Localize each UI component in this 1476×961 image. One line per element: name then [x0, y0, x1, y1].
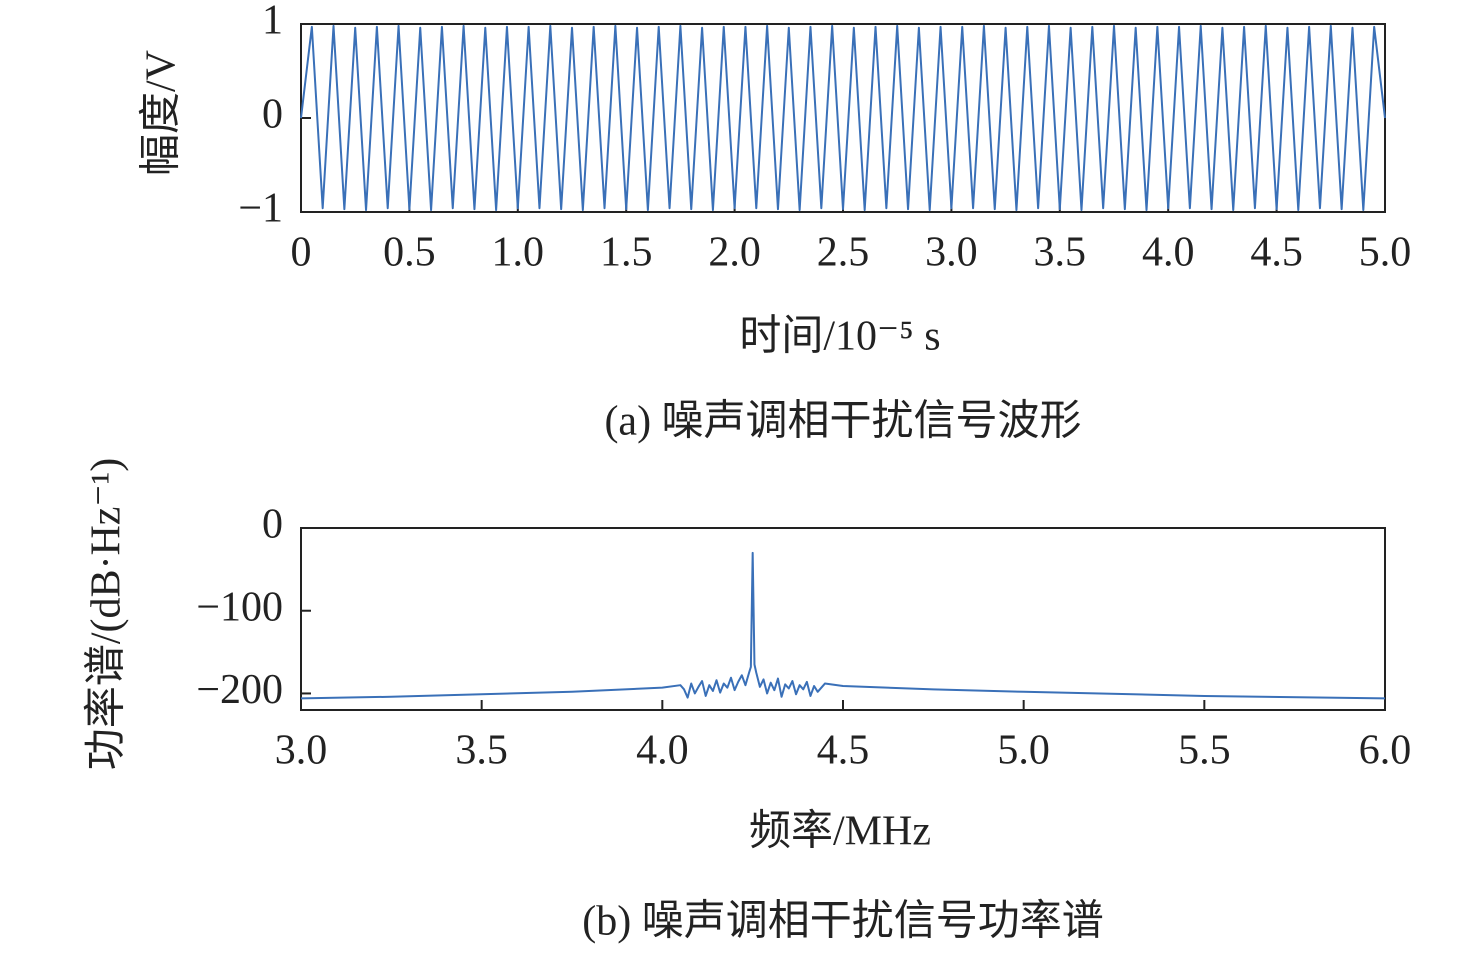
x-axis-label: 时间/10⁻⁵ s	[739, 314, 940, 360]
x-tick-label: 5.0	[997, 728, 1050, 774]
y-axis-label: 功率谱/(dB·Hz⁻¹)	[83, 458, 130, 770]
x-tick-label: 3.5	[455, 728, 508, 774]
y-tick-label: −100	[196, 584, 283, 630]
x-tick-label: 4.0	[1142, 230, 1195, 276]
data-line	[300, 551, 1386, 700]
caption: (b) 噪声调相干扰信号功率谱	[582, 898, 1103, 945]
plot-frame	[300, 23, 1386, 213]
y-tick-label: 1	[262, 0, 283, 44]
caption: (a) 噪声调相干扰信号波形	[604, 399, 1081, 445]
x-tick-label: 2.0	[708, 230, 761, 276]
x-tick-label: 1.5	[600, 230, 653, 276]
x-tick-label: 4.5	[1250, 230, 1303, 276]
x-tick-label: 3.0	[925, 230, 978, 276]
data-line	[300, 24, 1386, 212]
y-axis-label: 幅度/V	[139, 50, 185, 176]
x-tick-label: 4.5	[817, 728, 870, 774]
x-tick-label: 3.0	[275, 728, 328, 774]
y-tick-label: 0	[262, 92, 283, 138]
x-tick-label: 1.0	[492, 230, 545, 276]
x-tick-label: 2.5	[817, 230, 870, 276]
y-tick-label: 0	[262, 502, 283, 548]
x-tick-label: 6.0	[1359, 728, 1412, 774]
x-axis-label: 频率/MHz	[749, 808, 931, 855]
x-tick-label: 5.0	[1359, 230, 1412, 276]
x-tick-label: 3.5	[1034, 230, 1087, 276]
x-tick-label: 0.5	[383, 230, 436, 276]
y-tick-label: −200	[196, 667, 283, 713]
x-tick-label: 5.5	[1178, 728, 1231, 774]
y-tick-label: −1	[238, 186, 283, 232]
x-tick-label: 0	[291, 230, 312, 276]
x-tick-label: 4.0	[636, 728, 689, 774]
plot-frame	[300, 527, 1386, 711]
